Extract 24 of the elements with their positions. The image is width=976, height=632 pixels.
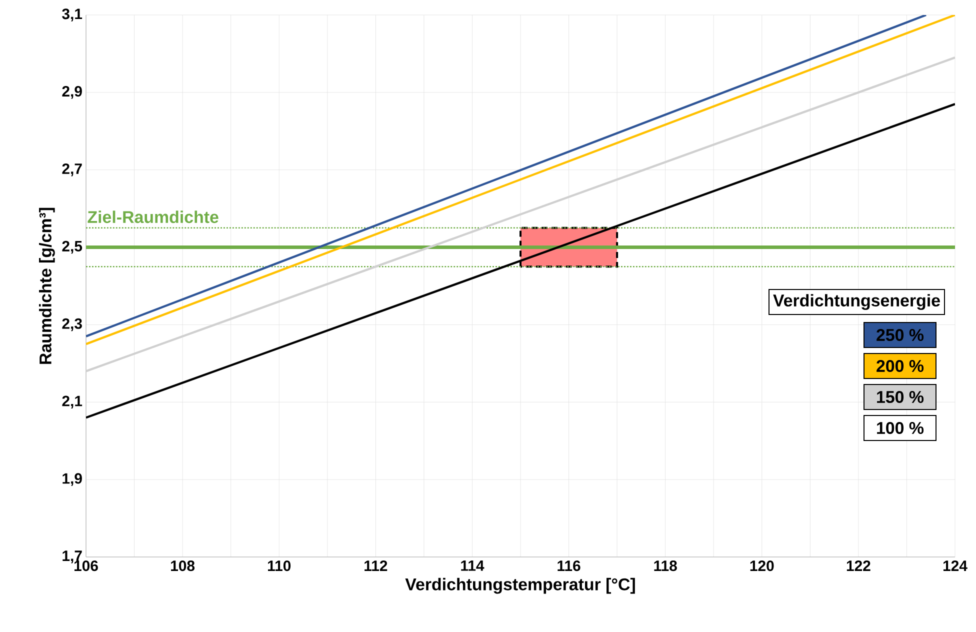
x-tick-label: 108 xyxy=(171,560,195,572)
y-tick-label: 2,7 xyxy=(62,163,82,176)
y-tick-label: 2,1 xyxy=(62,396,82,408)
x-tick-label: 110 xyxy=(268,560,291,572)
x-tick-label: 112 xyxy=(364,560,388,571)
legend-title: Verdichtungsenergie xyxy=(773,294,940,310)
y-tick-label: 2,5 xyxy=(62,240,82,254)
x-tick-label: 114 xyxy=(461,560,484,571)
text: 100 % xyxy=(877,422,924,434)
x-tick-label: 124 xyxy=(943,560,968,571)
y-tick-label: 1,9 xyxy=(62,473,82,486)
y-tick-label: 2,3 xyxy=(62,318,82,332)
text: 150 % xyxy=(877,390,924,403)
x-axis-title: Verdichtungstemperatur [°C] xyxy=(405,578,635,594)
x-tick-label: 118 xyxy=(654,560,677,572)
y-tick-label: 3,1 xyxy=(62,8,82,22)
x-tick-label: 116 xyxy=(558,560,580,572)
y-axis-title: Raumdichte [g/cm³] xyxy=(39,208,55,364)
ref-line-label: Ziel-Raumdichte xyxy=(88,210,218,224)
y-tick-label: 2,9 xyxy=(62,86,82,99)
text: 250 % xyxy=(876,328,924,341)
x-tick-label: 122 xyxy=(846,560,870,571)
text: 200 % xyxy=(876,360,924,372)
x-tick-label: 120 xyxy=(750,560,774,572)
